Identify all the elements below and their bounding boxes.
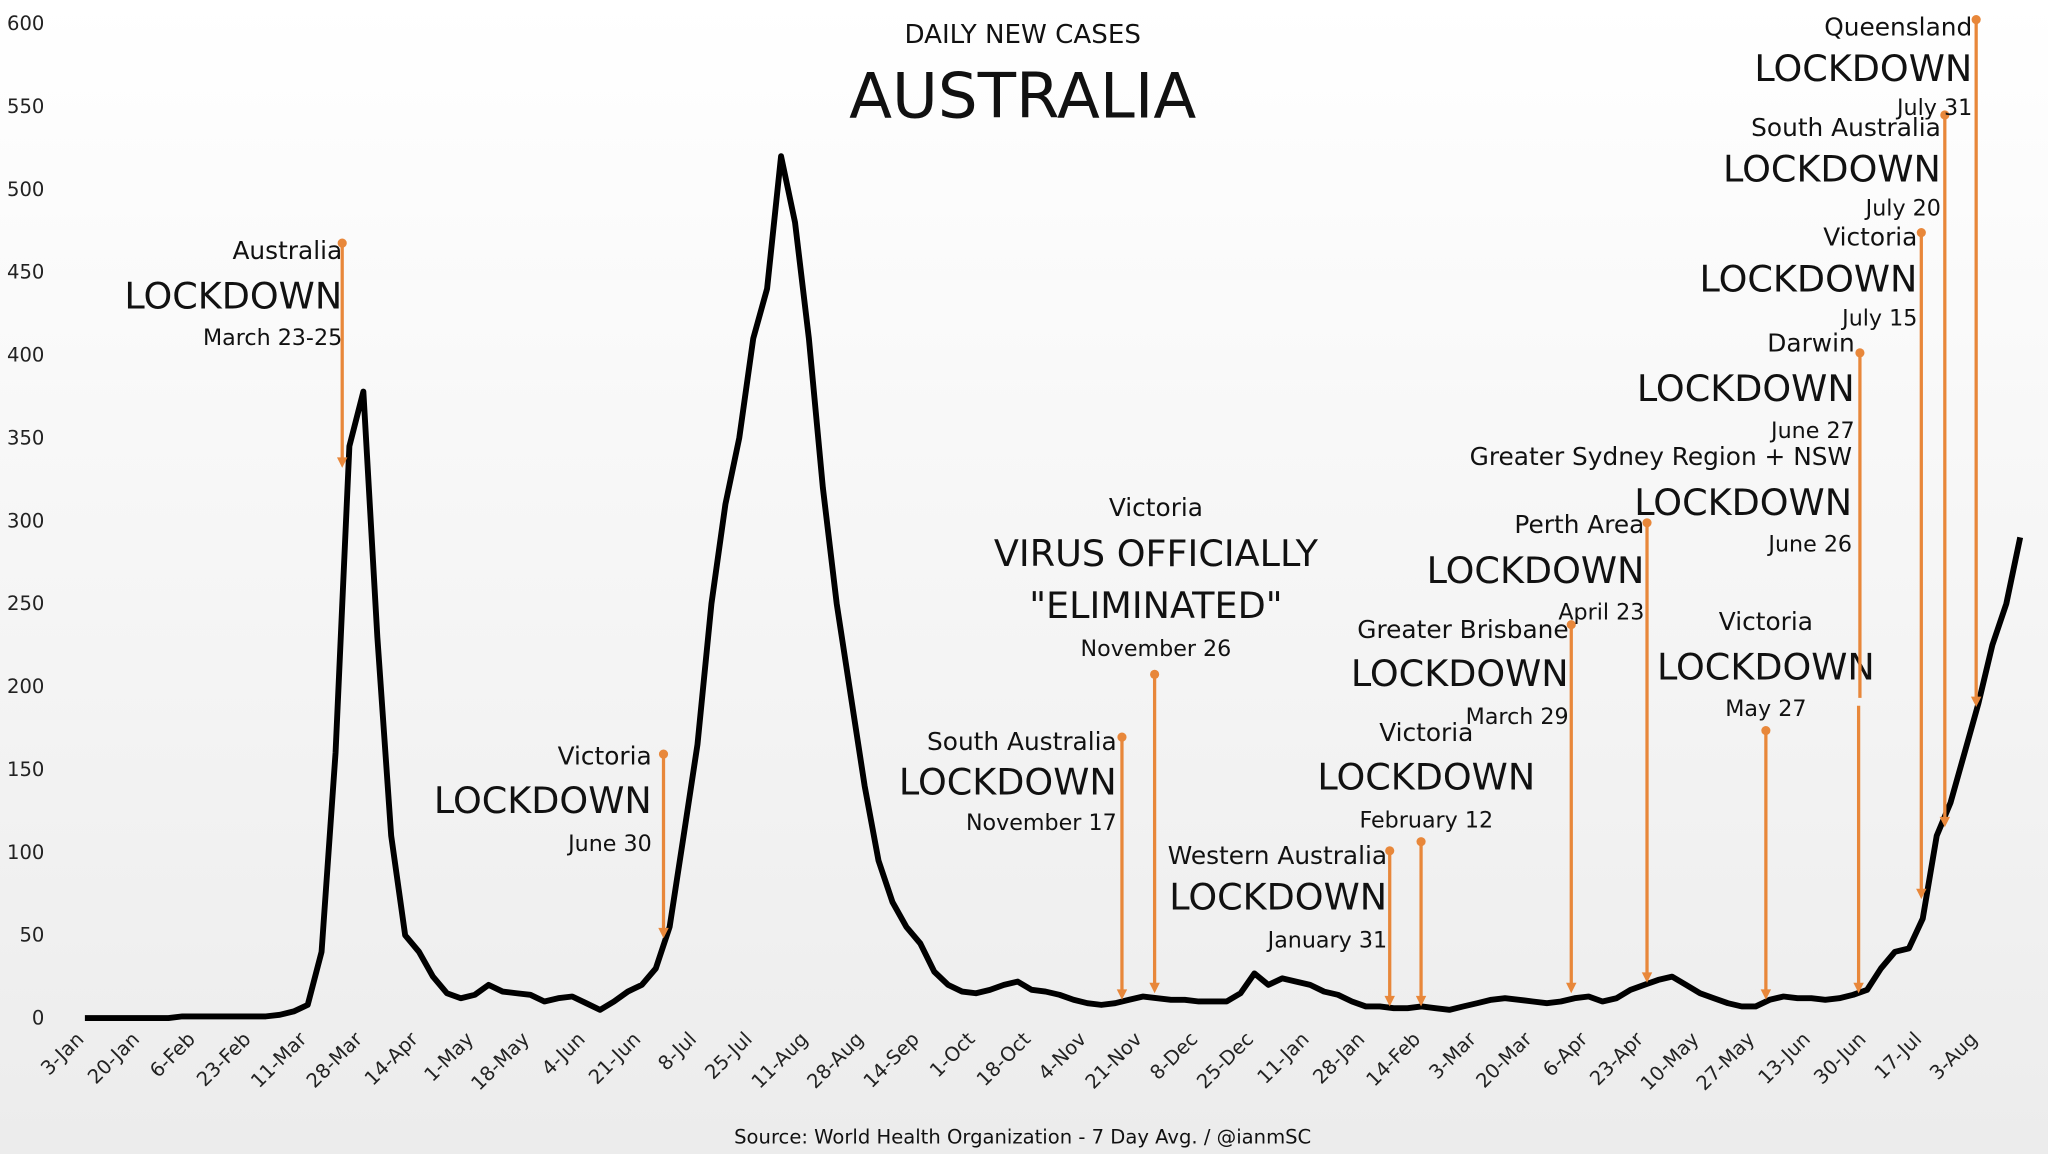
annotation-headline: LOCKDOWN (1351, 652, 1569, 695)
annotation-headline: LOCKDOWN (434, 779, 652, 822)
annotation-dot (1566, 620, 1576, 630)
y-tick-label: 150 (7, 758, 44, 781)
annotation-dot (1416, 837, 1426, 847)
annotation-dot (658, 749, 669, 759)
annotation-region: Australia (232, 236, 342, 265)
annotation-region: Darwin (1767, 329, 1854, 358)
annotation-date: April 23 (1558, 599, 1644, 625)
y-tick-label: 0 (32, 1007, 44, 1030)
annotation-region: Greater Sydney Region + NSW (1470, 442, 1852, 471)
annotation-region: South Australia (927, 727, 1117, 756)
arrow-head (1916, 888, 1927, 900)
y-tick-label: 450 (7, 261, 44, 284)
y-tick-label: 100 (7, 841, 44, 864)
annotation-dot (1855, 348, 1865, 358)
annotation-region: Victoria (1719, 607, 1813, 636)
annotation-headline: LOCKDOWN (899, 761, 1117, 804)
annotation-region: Victoria (1379, 718, 1473, 747)
arrow-head (1641, 972, 1653, 983)
y-tick-label: 200 (7, 675, 44, 698)
annotation-dot (337, 238, 347, 248)
arrow-head (658, 927, 669, 939)
annotation-headline: LOCKDOWN (1169, 876, 1387, 919)
arrow-head (1970, 696, 1982, 708)
arrow-head (1384, 995, 1395, 1007)
y-tick-label: 350 (7, 426, 44, 449)
arrow-head (1939, 816, 1951, 828)
annotation-headline: LOCKDOWN (1723, 148, 1941, 191)
annotation-date: January 31 (1266, 928, 1387, 954)
annotation-headline: LOCKDOWN (1427, 549, 1645, 592)
annotation-region: Victoria (558, 742, 652, 771)
y-tick-label: 300 (7, 509, 44, 532)
y-tick-label: 550 (7, 95, 44, 118)
annotation-date: July 31 (1895, 95, 1972, 121)
annotation-dot (1971, 15, 1981, 25)
chart-subtitle: AUSTRALIA (849, 60, 1196, 133)
annotation-date: June 27 (1769, 418, 1855, 444)
annotation-region: Victoria (1109, 493, 1203, 522)
y-tick-label: 50 (19, 924, 44, 947)
annotation-date: March 29 (1466, 704, 1569, 730)
arrow-head (1149, 982, 1160, 994)
annotation-headline: LOCKDOWN (1317, 755, 1535, 798)
annotation-headline: LOCKDOWN (1700, 257, 1918, 300)
annotation-headline: VIRUS OFFICIALLY (994, 532, 1319, 575)
y-tick-label: 400 (7, 344, 44, 367)
annotation-region: Victoria (1823, 223, 1917, 252)
annotation-headline: "ELIMINATED" (1029, 584, 1282, 627)
annotation-dot (1916, 228, 1926, 238)
annotation-headline: LOCKDOWN (1754, 47, 1972, 90)
arrow-head (1116, 989, 1128, 1000)
annotation-region: Greater Brisbane (1357, 615, 1568, 644)
annotation-headline: LOCKDOWN (1657, 646, 1875, 689)
annotation-dot (1940, 110, 1950, 120)
arrow-head (1760, 989, 1772, 1000)
annotation-dot (1117, 732, 1127, 742)
arrow-head (1853, 982, 1864, 994)
annotation-date: July 20 (1864, 196, 1941, 222)
annotation-region: Western Australia (1168, 841, 1387, 870)
annotation-date: November 17 (966, 810, 1117, 836)
y-tick-label: 500 (7, 178, 44, 201)
annotation-dot (1761, 725, 1771, 736)
annotation-dot (1385, 846, 1395, 856)
annotation-date: June 26 (1766, 532, 1852, 558)
annotation-headline: LOCKDOWN (1637, 367, 1855, 410)
data-line (84, 153, 2024, 1022)
chart-title: DAILY NEW CASES (904, 20, 1140, 50)
y-tick-label: 250 (7, 592, 44, 615)
source-note: Source: World Health Organization - 7 Da… (734, 1126, 1311, 1149)
annotation-date: February 12 (1359, 807, 1493, 833)
annotation-region: Queensland (1824, 12, 1972, 41)
arrow-head (1566, 982, 1577, 994)
annotation-dot (1150, 669, 1160, 679)
annotation-date: July 15 (1840, 305, 1917, 331)
annotation-date: June 30 (566, 831, 652, 857)
annotation-date: November 26 (1081, 636, 1232, 662)
arrow-head (1415, 995, 1427, 1007)
annotation-region: South Australia (1751, 113, 1941, 142)
annotation-date: March 23-25 (203, 325, 342, 351)
annotation-region: Perth Area (1514, 510, 1644, 539)
annotation-date: May 27 (1725, 696, 1806, 722)
annotation-dot (1642, 518, 1652, 528)
arrow-head (336, 457, 348, 468)
annotation-headline: LOCKDOWN (124, 274, 342, 317)
y-tick-label: 600 (7, 12, 44, 35)
annotation-headline: LOCKDOWN (1634, 481, 1852, 524)
